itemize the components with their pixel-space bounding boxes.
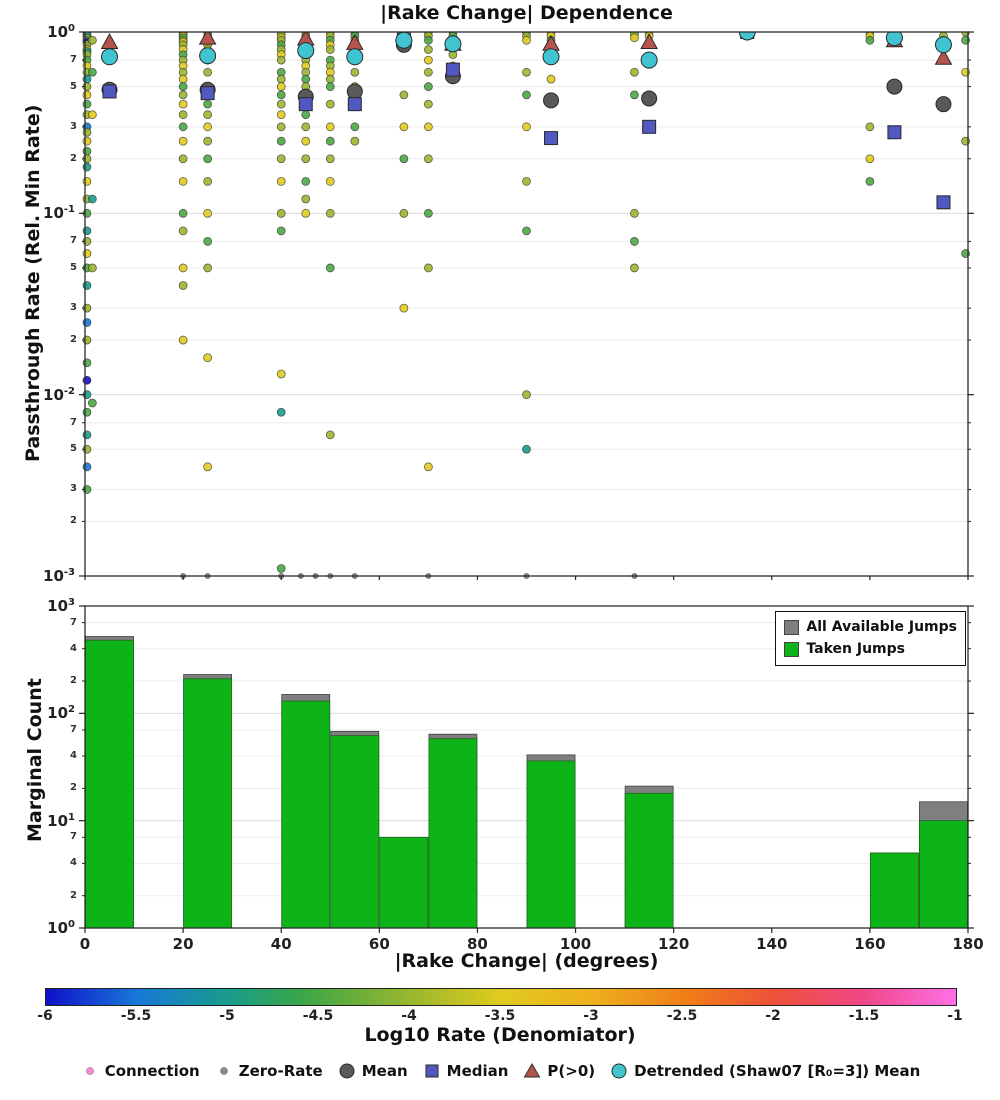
scatter-y-minor-label: 3 <box>70 302 77 314</box>
scatter-y-tick-label: 10-3 <box>43 567 75 585</box>
bar-y-tick-label: 103 <box>47 597 75 615</box>
bar-y-minor-label: 4 <box>70 642 77 654</box>
colorbar-tick-label: -1 <box>947 1008 963 1024</box>
bar-y-minor-label: 4 <box>70 857 77 869</box>
bar-taken <box>85 639 134 929</box>
bar-y-minor-label: 7 <box>70 831 77 843</box>
figure-legend-label: Median <box>446 1062 509 1080</box>
scatter-y-minor-label: 2 <box>70 515 77 527</box>
figure-legend-label: P(>0) <box>547 1062 596 1080</box>
colorbar-tick-label: -3 <box>583 1008 599 1024</box>
taken-jumps-swatch <box>784 642 800 658</box>
scatter-y-minor-label: 7 <box>70 54 77 66</box>
scatter-y-tick-label: 10-1 <box>43 204 75 223</box>
figure-legend-label: Mean <box>361 1062 408 1080</box>
scatter-y-tick-label: 10-2 <box>43 385 75 404</box>
circle-marker-icon <box>339 1063 355 1079</box>
scatter-y-minor-label: 5 <box>70 443 77 455</box>
bar-y-minor-label: 4 <box>70 750 77 762</box>
colorbar-tick-label: -1.5 <box>848 1008 880 1024</box>
bar-taken <box>183 678 233 929</box>
figure-legend-item-mean: Mean <box>337 1062 408 1080</box>
x-tick-label: 40 <box>270 935 292 953</box>
x-tick-label: 20 <box>172 935 194 953</box>
figure-legend-item-connection: Connection <box>80 1062 200 1080</box>
circle-marker-icon <box>611 1063 627 1079</box>
colorbar-tick-label: -5 <box>219 1008 235 1024</box>
colorbar-tick-label: -4.5 <box>302 1008 334 1024</box>
bar-taken <box>919 820 968 929</box>
bar-taken <box>379 836 429 929</box>
x-tick-label: 60 <box>368 935 390 953</box>
bar-y-minor-label: 7 <box>70 723 77 735</box>
scatter-gridlines <box>85 31 968 577</box>
scatter-y-minor-label: 3 <box>70 483 77 495</box>
x-tick-label: 0 <box>79 935 91 953</box>
figure-legend-item-detrended-shaw07-r-3-mean: Detrended (Shaw07 [R₀=3]) Mean <box>609 1062 920 1080</box>
scatter-y-minor-label: 5 <box>70 261 77 273</box>
colorbar-tick-label: -4 <box>401 1008 417 1024</box>
figure-legend-label: Zero-Rate <box>238 1062 323 1080</box>
colorbar-tick-label: -3.5 <box>484 1008 516 1024</box>
x-axis-label: |Rake Change| (degrees) <box>394 950 659 972</box>
bar-y-minor-label: 2 <box>70 782 77 794</box>
x-tick-label: 180 <box>952 935 984 953</box>
colorbar-label: Log10 Rate (Denomiator) <box>364 1024 636 1046</box>
bar-y-tick-label: 102 <box>47 704 75 723</box>
figure-legend-label: Connection <box>104 1062 200 1080</box>
colorbar-tick-label: -5.5 <box>120 1008 152 1024</box>
scatter-y-minor-label: 7 <box>70 235 77 247</box>
scatter-y-minor-label: 3 <box>70 120 77 132</box>
bar-y-tick-label: 100 <box>47 919 75 937</box>
bar-taken <box>870 852 919 929</box>
legend-item-taken: Taken Jumps <box>784 638 957 660</box>
colorbar-tick-label: -2 <box>765 1008 781 1024</box>
colorbar-tick-label: -6 <box>37 1008 53 1024</box>
bar-taken <box>624 792 674 929</box>
bar-taken <box>330 735 380 929</box>
x-tick-label: 140 <box>756 935 788 953</box>
scatter-plot-border <box>84 31 969 577</box>
x-tick-label: 80 <box>467 935 488 953</box>
scatter-y-minor-label: 2 <box>70 152 77 164</box>
bar-taken <box>281 700 331 929</box>
dot-marker-icon <box>85 1067 94 1075</box>
colorbar <box>45 988 957 1006</box>
x-tick-label: 120 <box>658 935 690 953</box>
x-tick-label: 160 <box>854 935 886 953</box>
figure-legend-item-p-0-: P(>0) <box>522 1062 595 1080</box>
bar-taken <box>428 738 478 929</box>
scatter-y-tick-label: 100 <box>47 23 75 41</box>
scatter-y-minor-label: 7 <box>70 416 77 428</box>
bar-y-minor-label: 2 <box>70 889 77 901</box>
scatter-y-minor-label: 5 <box>70 80 77 92</box>
bar-taken <box>526 760 576 929</box>
bar-y-minor-label: 2 <box>70 675 77 687</box>
figure-legend-item-zero-rate: Zero-Rate <box>214 1062 323 1080</box>
bar-y-tick-label: 101 <box>47 811 75 830</box>
series-detrended-shaw07-r-3-mean <box>101 31 952 69</box>
taken-jumps-label: Taken Jumps <box>806 641 906 658</box>
x-tick-label: 100 <box>559 935 592 953</box>
bar-y-minor-label: 7 <box>70 616 77 628</box>
figure-legend-label: Detrended (Shaw07 [R₀=3]) Mean <box>634 1062 921 1080</box>
available-jumps-swatch <box>784 619 800 635</box>
bars-layer <box>85 636 968 929</box>
available-jumps-label: All Available Jumps <box>806 619 957 635</box>
colorbar-tick-label: -2.5 <box>666 1008 698 1024</box>
scatter-points-layer <box>82 31 970 579</box>
bar-plot-border <box>84 605 969 929</box>
figure-legend: Connection Zero-Rate Mean Median P(>0) Detren… <box>0 1062 1000 1080</box>
figure-legend-item-median: Median <box>422 1062 509 1080</box>
scatter-y-minor-label: 2 <box>70 334 77 346</box>
square-marker-icon <box>425 1064 439 1078</box>
legend-item-available: All Available Jumps <box>784 616 957 638</box>
bar-legend: All Available Jumps Taken Jumps <box>775 611 966 666</box>
triangle-marker-icon <box>524 1062 541 1078</box>
dot-marker-icon <box>219 1067 228 1075</box>
chart-title: |Rake Change| Dependence <box>380 2 673 24</box>
